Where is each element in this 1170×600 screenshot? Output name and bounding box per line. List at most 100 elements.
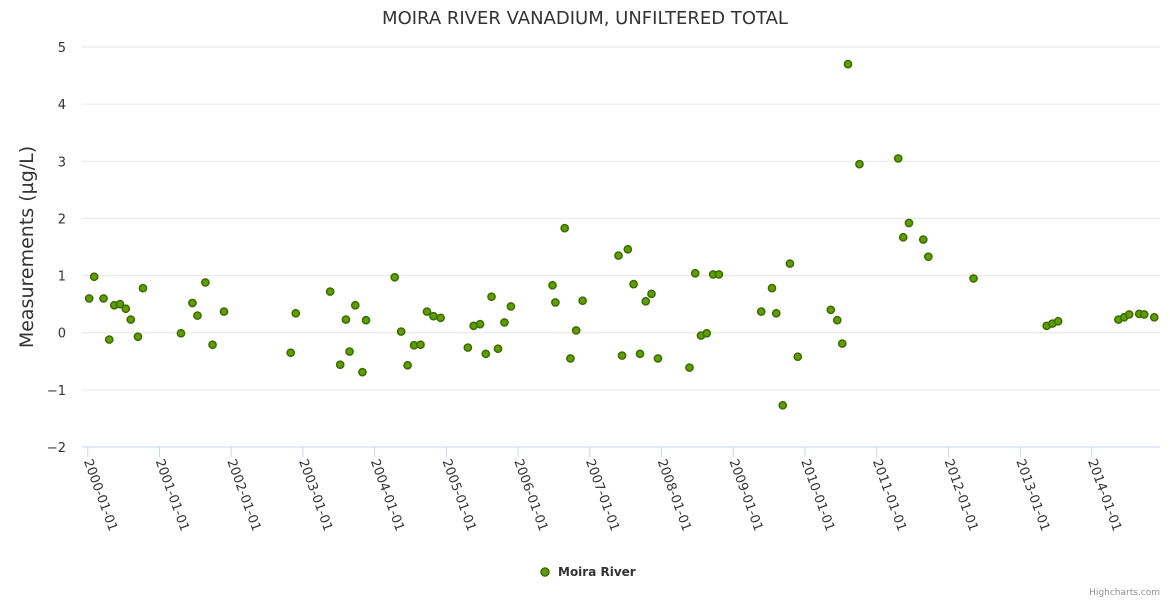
data-point[interactable] [345,347,354,356]
data-point[interactable] [115,299,125,309]
x-tick-label: 2005-01-01 [439,457,479,533]
data-point[interactable] [286,348,296,358]
data-point[interactable] [756,307,766,316]
data-point[interactable] [1139,310,1149,319]
y-axis-label: Measurements (µg/L) [16,146,38,348]
data-point[interactable] [969,274,978,283]
data-point[interactable] [785,259,795,268]
data-point[interactable] [629,279,638,289]
data-point[interactable] [188,298,197,308]
data-point[interactable] [653,354,663,363]
data-point[interactable] [641,296,651,306]
data-point[interactable] [89,272,99,282]
data-point[interactable] [832,315,842,325]
data-point[interactable] [578,296,587,306]
gridlines [82,46,1160,391]
credits-link[interactable]: Highcharts.com [1089,588,1160,598]
x-tick-label: 2002-01-01 [223,457,263,533]
x-tick-label: 2009-01-01 [725,457,765,533]
x-tick-label: 2008-01-01 [654,457,694,533]
data-point[interactable] [84,294,94,303]
data-point[interactable] [548,280,557,290]
data-point[interactable] [617,351,627,360]
x-tick-label: 2012-01-01 [941,457,981,533]
data-point[interactable] [176,328,186,338]
data-point[interactable] [1124,310,1134,319]
data-point[interactable] [350,300,360,310]
y-tick-label: 5 [58,41,66,56]
x-tick-label: 2007-01-01 [582,457,622,533]
data-point[interactable] [551,298,560,307]
x-tick-label: 2003-01-01 [295,457,335,533]
data-point[interactable] [121,304,131,314]
series-moira-river[interactable] [84,59,1159,410]
data-point[interactable] [475,319,485,329]
data-point[interactable] [436,313,445,323]
data-point[interactable] [771,308,781,318]
data-point[interactable] [487,292,496,302]
data-point[interactable] [429,311,438,321]
data-point[interactable] [560,223,570,233]
data-point[interactable] [341,315,351,324]
legend-marker-icon[interactable] [540,567,550,577]
data-point[interactable] [826,305,836,315]
data-point[interactable] [614,251,623,260]
y-tick-label: 3 [58,155,66,170]
data-point[interactable] [767,283,777,293]
data-point[interactable] [325,287,335,296]
data-point[interactable] [422,307,432,316]
legend-item-label[interactable]: Moira River [558,565,636,579]
data-point[interactable] [99,294,108,303]
data-point[interactable] [1149,312,1159,322]
data-point[interactable] [361,315,371,325]
data-point[interactable] [855,159,864,169]
data-point[interactable] [335,360,345,370]
data-point[interactable] [208,340,217,350]
data-point[interactable] [126,315,136,324]
data-point[interactable] [702,328,712,338]
data-point[interactable] [566,354,575,363]
x-tick-label: 2001-01-01 [152,457,192,533]
data-point[interactable] [358,367,367,377]
data-point[interactable] [1053,316,1063,326]
chart-title: MOIRA RIVER VANADIUM, UNFILTERED TOTAL [382,8,788,29]
data-point[interactable] [904,218,914,228]
data-point[interactable] [493,344,503,354]
y-tick-label: −1 [47,384,66,399]
data-point[interactable] [506,302,516,311]
data-point[interactable] [403,360,412,370]
data-point[interactable] [923,252,933,262]
data-point[interactable] [623,244,633,254]
data-point[interactable] [481,349,491,359]
data-point[interactable] [690,268,700,278]
data-point[interactable] [291,308,301,318]
legend[interactable]: Moira River [540,565,636,579]
data-point[interactable] [104,335,114,344]
x-tick-label: 2010-01-01 [797,457,837,533]
data-point[interactable] [837,339,847,348]
data-point[interactable] [778,400,788,410]
data-point[interactable] [893,154,903,163]
data-point[interactable] [918,235,928,244]
data-point[interactable] [201,278,210,287]
data-point[interactable] [416,340,425,350]
data-point[interactable] [133,332,143,342]
y-tick-label: 1 [58,270,66,285]
data-point[interactable] [463,343,473,352]
data-point[interactable] [685,363,694,372]
data-point[interactable] [138,283,148,293]
data-point[interactable] [714,270,724,279]
data-point[interactable] [793,352,803,362]
data-point[interactable] [571,326,581,335]
data-point[interactable] [390,272,400,282]
data-point[interactable] [647,289,656,299]
data-point[interactable] [635,349,645,359]
data-point[interactable] [898,232,908,242]
data-point[interactable] [500,318,509,327]
x-tick-label: 2014-01-01 [1084,457,1124,533]
data-point[interactable] [843,59,853,69]
data-point[interactable] [193,311,202,320]
data-point[interactable] [396,327,406,336]
data-point[interactable] [219,307,229,316]
